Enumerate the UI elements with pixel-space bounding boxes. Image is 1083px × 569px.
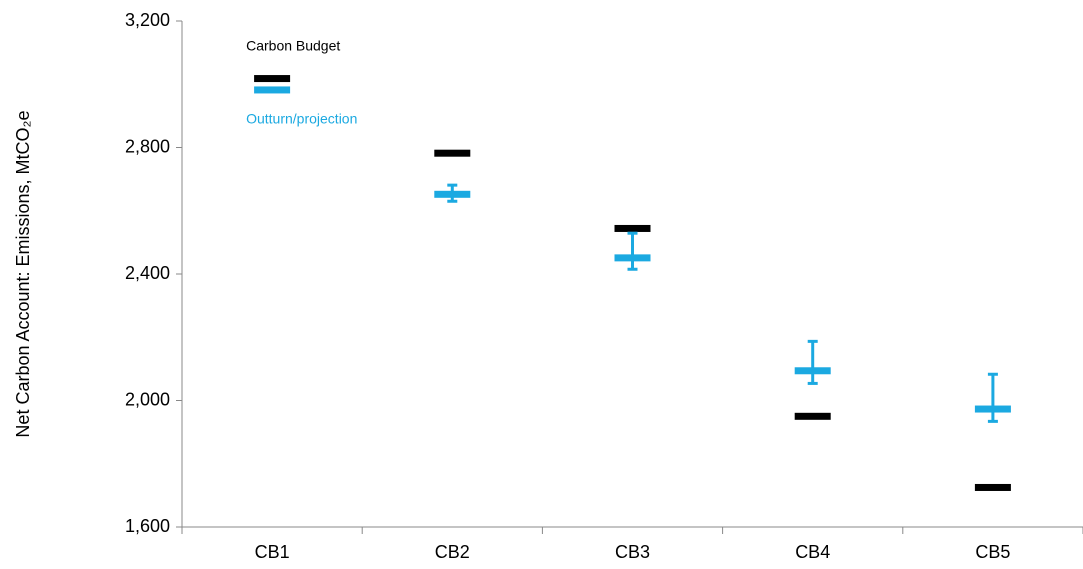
marker: [794, 412, 831, 420]
marker: [434, 149, 471, 157]
legend-label: Outturn/projection: [246, 111, 357, 127]
x-tick-label: CB2: [435, 542, 470, 562]
marker: [794, 367, 831, 375]
marker: [974, 405, 1011, 413]
marker: [974, 483, 1011, 491]
x-tick-label: CB5: [975, 542, 1010, 562]
legend-label: Carbon Budget: [246, 38, 340, 54]
x-tick-label: CB4: [795, 542, 830, 562]
marker: [434, 190, 471, 198]
y-tick-label: 3,200: [125, 10, 170, 30]
marker: [254, 86, 291, 94]
y-tick-label: 2,800: [125, 136, 170, 156]
y-axis-label: Net Carbon Account: Emissions, MtCO₂e: [13, 110, 33, 437]
x-tick-label: CB3: [615, 542, 650, 562]
y-tick-label: 2,000: [125, 389, 170, 409]
y-tick-label: 2,400: [125, 263, 170, 283]
marker: [254, 75, 291, 83]
x-tick-label: CB1: [255, 542, 290, 562]
marker: [614, 254, 651, 262]
marker: [614, 224, 651, 232]
y-tick-label: 1,600: [125, 516, 170, 536]
